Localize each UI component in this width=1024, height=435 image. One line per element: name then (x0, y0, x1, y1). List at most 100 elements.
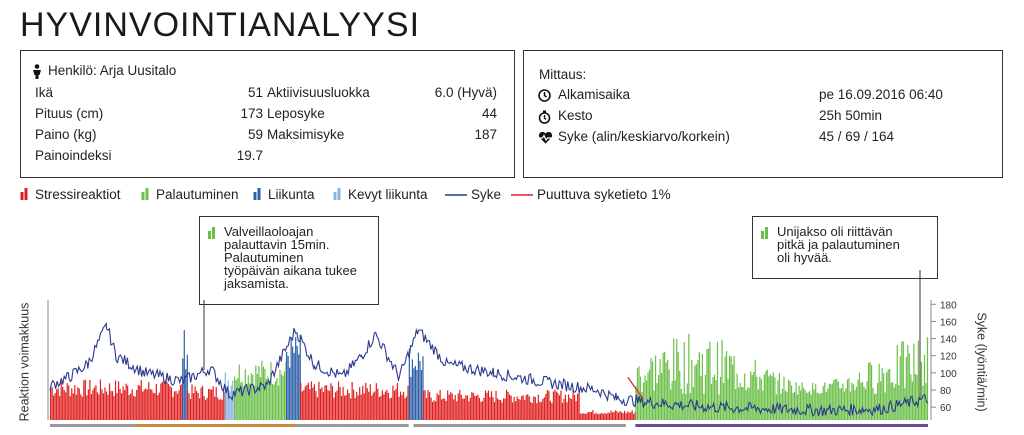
chart-bar (369, 384, 371, 420)
chart-bar (922, 385, 924, 420)
chart-bar (665, 362, 667, 420)
chart-bar (599, 413, 602, 420)
chart-bar (792, 392, 794, 420)
chart-bar (902, 341, 904, 420)
chart-bar (917, 340, 920, 420)
chart-bar (433, 400, 435, 420)
chart-bar (98, 394, 100, 420)
chart-bar (223, 391, 225, 420)
chart-bar (638, 366, 640, 420)
chart-bar (237, 378, 239, 420)
chart-bar (353, 389, 355, 420)
chart-bar (173, 391, 176, 420)
chart-bar (169, 385, 171, 420)
chart-bar (226, 388, 228, 420)
chart-bar (81, 396, 83, 420)
chart-bar (375, 383, 377, 420)
chart-bar (360, 394, 362, 420)
chart-bar (345, 395, 347, 420)
chart-bar (768, 376, 770, 420)
person-stat-value: 59 (247, 127, 263, 142)
chart-bar (725, 351, 728, 420)
chart-bar (772, 372, 774, 420)
chart-bar (161, 381, 163, 420)
chart-bar (566, 402, 568, 420)
chart-bar (253, 386, 255, 420)
chart-bar (774, 377, 776, 420)
chart-bar (405, 396, 408, 420)
chart-bar (357, 395, 359, 420)
bar-swatch-icon (20, 187, 31, 203)
chart-bar (598, 413, 600, 420)
chart-bar (186, 354, 188, 420)
chart-bar (387, 392, 389, 420)
chart-bar (639, 376, 642, 420)
chart-bar (642, 382, 645, 420)
chart-bar (313, 384, 315, 420)
chart-bar (744, 373, 746, 420)
recovery-icon (760, 226, 771, 241)
chart-bar (607, 412, 609, 420)
chart-bar (706, 348, 708, 420)
chart-bar (809, 391, 811, 420)
chart-bar (348, 393, 350, 420)
chart-bar (101, 389, 103, 420)
chart-bar (644, 375, 646, 420)
chart-bar (573, 394, 576, 420)
chart-bar (659, 359, 661, 420)
chart-bar (522, 395, 524, 420)
chart-bar (262, 366, 265, 420)
chart-bar (351, 381, 353, 420)
chart-bar (167, 383, 170, 420)
chart-bar (105, 391, 108, 420)
chart-bar (667, 359, 669, 420)
chart-bar (448, 394, 450, 420)
chart-bar (487, 390, 490, 420)
chart-bar (561, 402, 564, 420)
chart-bar (139, 385, 141, 420)
chart-bar (843, 391, 845, 420)
measurement-panel: Mittaus: Alkamisaika pe 16.09.2016 06:40 K… (523, 50, 1003, 178)
chart-bar (398, 396, 400, 420)
chart-bar (259, 377, 261, 420)
chart-bar (513, 396, 515, 420)
chart-bar (682, 393, 684, 420)
chart-bar (439, 389, 441, 420)
chart-bar (282, 375, 284, 420)
chart-bar (137, 385, 139, 420)
chart-bar (694, 365, 696, 420)
chart-bar (920, 361, 923, 420)
chart-bar (200, 387, 202, 420)
chart-bar (551, 403, 553, 420)
chart-bar (789, 380, 791, 420)
chart-bar (401, 394, 403, 420)
chart-bar (417, 352, 420, 420)
chart-bar (327, 389, 329, 420)
chart-bar (861, 381, 864, 420)
chart-bar (392, 385, 394, 420)
chart-bar (465, 395, 467, 420)
chart-bar (908, 353, 910, 420)
chart-bar (507, 391, 509, 420)
chart-bar (178, 390, 180, 420)
chart-bar (399, 391, 402, 420)
chart-bar (408, 348, 410, 420)
chart-bar (858, 372, 861, 420)
chart-bar (760, 378, 762, 420)
chart-bar (300, 383, 302, 420)
chart-bar (614, 410, 617, 420)
chart-bar (490, 391, 493, 420)
person-stat-value: 187 (474, 127, 497, 142)
chart-bar (828, 383, 830, 420)
timeline-segment (342, 424, 409, 427)
chart-bar (536, 403, 538, 420)
callout-text-line: jaksamista. (224, 276, 290, 291)
chart-bar (628, 412, 630, 420)
chart-bar (304, 386, 306, 420)
chart-bar (69, 396, 71, 420)
chart-bar (543, 397, 545, 420)
chart-bar (65, 392, 67, 420)
chart-bar (653, 390, 655, 420)
chart-bar (907, 344, 909, 420)
chart-bar (807, 392, 809, 420)
